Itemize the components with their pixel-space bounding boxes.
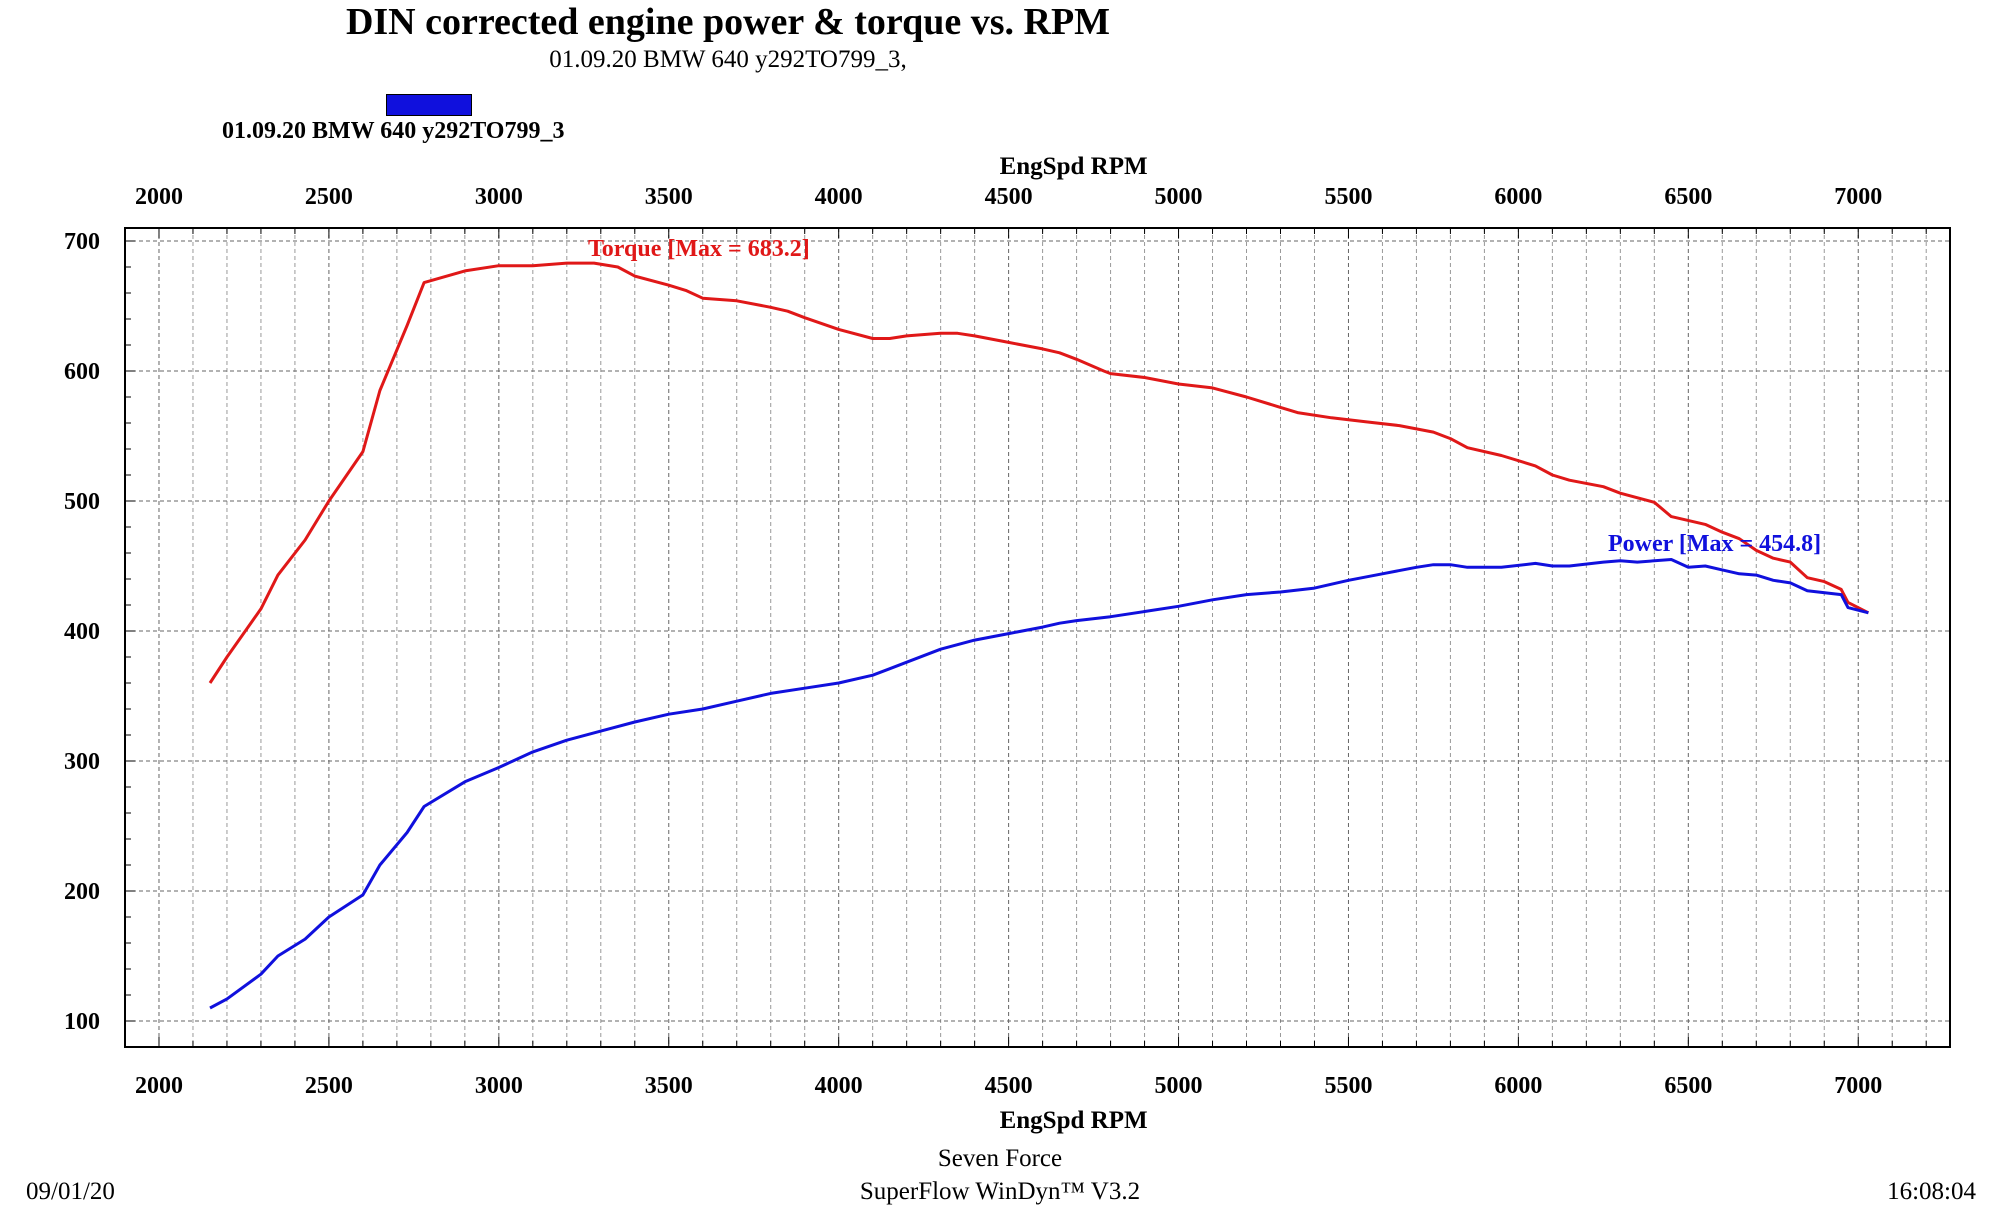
x-tick-label-bottom: 5000 — [1155, 1073, 1203, 1099]
tick-labels: 2000 2000 2500 2500 3000 3000 3500 3500 4000 4000… — [64, 184, 1882, 1099]
chart-subtitle: 01.09.20 BMW 640 y292TO799_3, — [549, 46, 907, 73]
y-tick-label: 100 — [64, 1009, 100, 1035]
x-tick-label-bottom: 7000 — [1834, 1073, 1882, 1099]
x-tick-label-bottom: 3000 — [475, 1073, 523, 1099]
grid — [125, 228, 1950, 1047]
footer-software: SuperFlow WinDyn™ V3.2 — [859, 1178, 1141, 1205]
series-line-torque — [208, 261, 1870, 684]
x-tick-label-bottom: 2500 — [305, 1073, 353, 1099]
series-line-power — [209, 558, 1869, 1010]
x-tick-label-top: 5000 — [1155, 184, 1203, 210]
footer-time: 16:08:04 — [1887, 1178, 1976, 1205]
x-tick-label-bottom: 6500 — [1664, 1073, 1712, 1099]
plot-frame — [124, 227, 1951, 1048]
x-tick-label-bottom: 4000 — [815, 1073, 863, 1099]
y-tick-label: 700 — [64, 229, 100, 255]
x-tick-label-top: 3000 — [475, 184, 523, 210]
y-tick-label: 500 — [64, 489, 100, 515]
x-tick-label-bottom: 5500 — [1324, 1073, 1372, 1099]
y-tick-label: 400 — [64, 619, 100, 645]
legend-swatch — [386, 94, 472, 116]
power-max-annotation: Power [Max = 454.8] — [1608, 531, 1821, 557]
x-tick-label-top: 2000 — [135, 184, 183, 210]
x-tick-label-top: 4500 — [985, 184, 1033, 210]
footer-company: Seven Force — [937, 1145, 1063, 1172]
x-tick-label-bottom: 2000 — [135, 1073, 183, 1099]
x-tick-label-top: 7000 — [1834, 184, 1882, 210]
x-tick-label-bottom: 4500 — [985, 1073, 1033, 1099]
x-tick-label-top: 4000 — [815, 184, 863, 210]
x-axis-title-top: EngSpd RPM — [1000, 153, 1148, 180]
x-tick-label-top: 6500 — [1664, 184, 1712, 210]
torque-max-annotation: Torque [Max = 683.2] — [588, 236, 810, 262]
y-tick-label: 200 — [64, 879, 100, 905]
x-tick-label-top: 6000 — [1494, 184, 1542, 210]
x-tick-label-bottom: 6000 — [1494, 1073, 1542, 1099]
x-tick-label-bottom: 3500 — [645, 1073, 693, 1099]
footer-date: 09/01/20 — [26, 1178, 115, 1205]
chart-title: DIN corrected engine power & torque vs. … — [345, 1, 1111, 43]
x-tick-label-top: 3500 — [645, 184, 693, 210]
y-tick-label: 300 — [64, 749, 100, 775]
x-tick-label-top: 5500 — [1324, 184, 1372, 210]
x-tick-label-top: 2500 — [305, 184, 353, 210]
y-tick-label: 600 — [64, 359, 100, 385]
series-lines — [208, 261, 1870, 1010]
x-axis-title-bottom: EngSpd RPM — [1000, 1107, 1148, 1134]
legend-label: 01.09.20 BMW 640 y292TO799_3 — [222, 118, 565, 144]
